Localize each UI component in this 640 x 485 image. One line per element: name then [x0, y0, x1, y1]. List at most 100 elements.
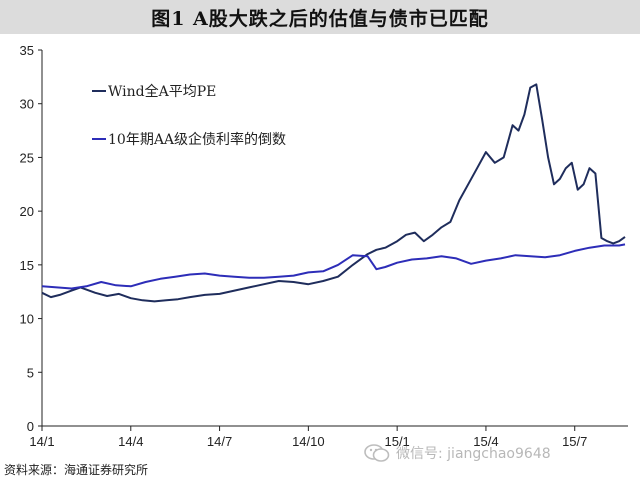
data-point	[571, 162, 573, 164]
data-point	[41, 285, 43, 287]
data-point	[523, 114, 525, 116]
data-point	[624, 236, 626, 238]
wechat-icon	[364, 444, 390, 462]
data-point	[485, 151, 487, 153]
data-point	[405, 234, 407, 236]
data-point	[541, 119, 543, 121]
data-point	[494, 162, 496, 164]
data-point	[322, 270, 324, 272]
series-2	[41, 243, 626, 290]
data-point	[518, 130, 520, 132]
data-point	[71, 290, 73, 292]
x-tick-label: 15/7	[562, 434, 587, 449]
data-point	[500, 257, 502, 259]
data-point	[118, 293, 120, 295]
data-point	[544, 256, 546, 258]
y-tick-label: 0	[27, 419, 34, 434]
data-point	[458, 199, 460, 201]
x-tick-label: 14/10	[292, 434, 325, 449]
data-point	[426, 257, 428, 259]
data-point	[396, 262, 398, 264]
data-point	[352, 254, 354, 256]
data-point	[606, 240, 608, 242]
data-point	[174, 276, 176, 278]
data-point	[293, 275, 295, 277]
data-point	[115, 284, 117, 286]
data-point	[476, 167, 478, 169]
data-point	[375, 268, 377, 270]
series-line	[41, 243, 626, 290]
data-point	[145, 281, 147, 283]
x-tick-label: 15/1	[384, 434, 409, 449]
data-point	[455, 257, 457, 259]
data-point	[589, 167, 591, 169]
data-point	[56, 286, 58, 288]
series-line	[41, 83, 626, 303]
data-point	[618, 240, 620, 242]
y-tick-label: 20	[20, 204, 34, 219]
data-point	[165, 299, 167, 301]
y-tick-label: 5	[27, 365, 34, 380]
data-point	[485, 260, 487, 262]
data-point	[204, 294, 206, 296]
data-point	[154, 300, 156, 302]
data-point	[322, 280, 324, 282]
legend-label: Wind全A平均PE	[108, 83, 216, 100]
data-point	[263, 277, 265, 279]
series-layer	[41, 83, 626, 303]
data-point	[529, 255, 531, 257]
data-point	[441, 226, 443, 228]
y-tick-label: 35	[20, 43, 34, 58]
data-point	[441, 255, 443, 257]
data-point	[307, 271, 309, 273]
data-point	[600, 237, 602, 239]
data-point	[535, 83, 537, 85]
data-point	[384, 247, 386, 249]
data-point	[384, 266, 386, 268]
data-point	[423, 240, 425, 242]
data-point	[233, 276, 235, 278]
data-point	[612, 242, 614, 244]
data-point	[618, 245, 620, 247]
watermark: 微信号: jiangchao9648	[364, 443, 551, 463]
data-point	[432, 234, 434, 236]
data-point	[307, 283, 309, 285]
y-tick-label: 15	[20, 258, 34, 273]
line-chart: 0 5 10 15 20 25 30 35 14/1 14/4 14/7 14/10 15/1 15/4 1…	[20, 43, 628, 449]
data-point	[565, 167, 567, 169]
data-point	[278, 280, 280, 282]
data-point	[337, 264, 339, 266]
legend-label: 10年期AA级企债利率的倒数	[108, 131, 286, 148]
data-point	[603, 245, 605, 247]
series-1	[41, 83, 626, 303]
data-point	[503, 156, 505, 158]
data-point	[59, 294, 61, 296]
data-point	[515, 254, 517, 256]
data-point	[204, 273, 206, 275]
data-point	[142, 299, 144, 301]
data-point	[577, 189, 579, 191]
data-point	[219, 293, 221, 295]
data-point	[189, 274, 191, 276]
data-point	[559, 254, 561, 256]
y-tick-label: 25	[20, 150, 34, 165]
data-point	[106, 295, 108, 297]
data-point	[375, 249, 377, 251]
data-point	[248, 277, 250, 279]
data-point	[278, 276, 280, 278]
data-point	[449, 221, 451, 223]
data-point	[130, 297, 132, 299]
data-point	[367, 255, 369, 257]
data-point	[41, 292, 43, 294]
data-point	[467, 183, 469, 185]
data-point	[367, 253, 369, 255]
x-tick-label: 14/7	[207, 434, 232, 449]
data-point	[574, 250, 576, 252]
data-point	[411, 259, 413, 261]
data-point	[553, 183, 555, 185]
chart-title-bar: 图1 A股大跌之后的估值与债市已匹配	[0, 0, 640, 34]
data-point	[293, 281, 295, 283]
data-point	[559, 178, 561, 180]
data-point	[396, 240, 398, 242]
data-point	[219, 275, 221, 277]
